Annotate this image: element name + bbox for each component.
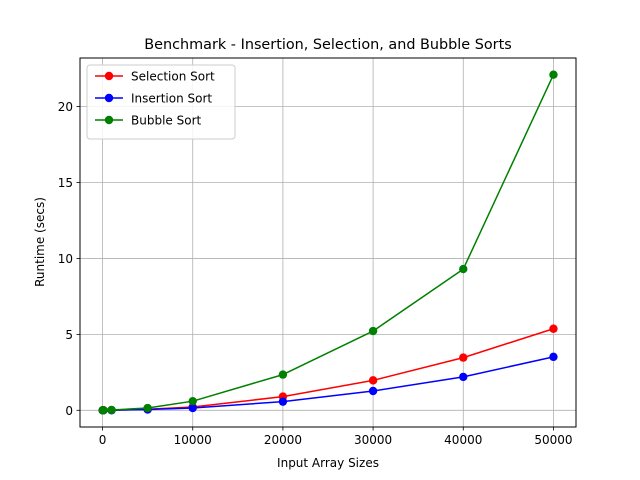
data-point-selection-sort [368, 376, 378, 385]
x-tick-label: 50000 [534, 433, 572, 447]
series-layer [98, 70, 558, 415]
data-point-selection-sort [459, 353, 468, 362]
data-point-bubble-sort [278, 370, 288, 379]
y-tick-label: 10 [58, 252, 73, 266]
x-tick-label: 10000 [174, 433, 212, 447]
data-point-bubble-sort [188, 396, 197, 406]
series-line-insertion-sort [102, 356, 554, 412]
data-point-bubble-sort [459, 264, 468, 274]
data-point-bubble-sort [549, 70, 558, 79]
legend-label-bubble-sort: Bubble Sort [131, 114, 201, 128]
data-point-bubble-sort [99, 406, 108, 415]
data-point-insertion-sort [188, 403, 197, 413]
data-point-selection-sort [549, 324, 558, 333]
x-axis-label: Input Array Sizes [277, 456, 379, 470]
data-point-bubble-sort [107, 405, 116, 415]
y-tick-label: 5 [65, 328, 73, 342]
data-point-insertion-sort [549, 352, 558, 362]
series-line-selection-sort [102, 328, 554, 412]
series-selection-sort [98, 324, 558, 415]
y-tick-label: 20 [58, 100, 73, 114]
legend-swatch-marker-selection-sort [104, 71, 114, 81]
data-point-insertion-sort [278, 397, 288, 406]
y-tick-label: 15 [58, 176, 73, 190]
legend-swatch-marker-insertion-sort [104, 93, 114, 103]
x-tick-label: 0 [99, 433, 107, 447]
y-axis-label: Runtime (secs) [33, 197, 47, 287]
data-point-insertion-sort [459, 372, 468, 382]
data-point-bubble-sort [368, 326, 378, 336]
x-tick-label: 30000 [354, 433, 392, 447]
data-point-bubble-sort [143, 403, 152, 413]
x-tick-label: 40000 [444, 433, 482, 447]
legend-frame [86, 64, 236, 140]
legend-swatch-marker-bubble-sort [104, 115, 114, 125]
y-tick-label: 0 [65, 404, 73, 418]
data-point-insertion-sort [368, 386, 378, 396]
legend-label-selection-sort: Selection Sort [131, 70, 215, 84]
axis-ticks: 0 10000 20000 30000 40000 50000 0 5 10 15 20 [58, 100, 573, 447]
legend-label-insertion-sort: Insertion Sort [131, 92, 212, 106]
chart-title: Benchmark - Insertion, Selection, and Bu… [144, 37, 511, 53]
series-bubble-sort [98, 70, 558, 415]
x-tick-label: 20000 [264, 433, 302, 447]
plot-frame [79, 57, 577, 428]
legend: Selection Sort Insertion Sort Bubble Sort [86, 64, 236, 140]
